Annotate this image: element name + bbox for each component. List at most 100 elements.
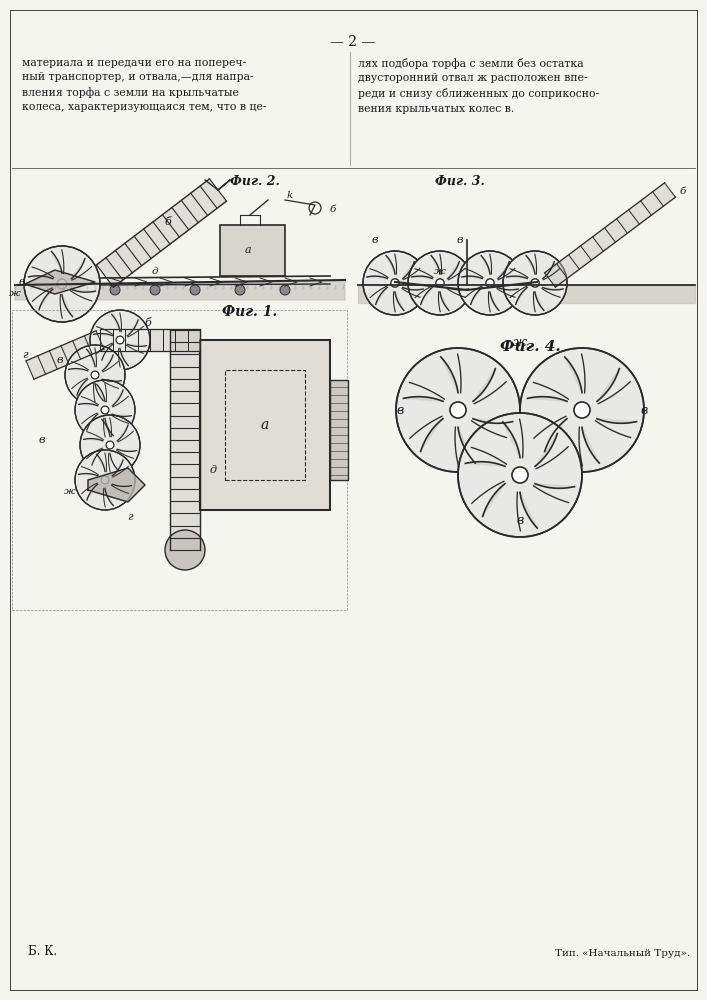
Circle shape: [391, 279, 399, 287]
Text: в: в: [516, 514, 524, 526]
Polygon shape: [535, 292, 544, 310]
Polygon shape: [105, 418, 113, 436]
Polygon shape: [88, 468, 145, 502]
Text: ж: ж: [9, 290, 21, 298]
Text: д: д: [210, 465, 217, 475]
Text: k: k: [287, 190, 293, 200]
Circle shape: [280, 285, 290, 295]
Bar: [225, 370, 305, 480]
Text: г: г: [22, 350, 28, 360]
Polygon shape: [412, 276, 432, 279]
Polygon shape: [71, 259, 85, 279]
Polygon shape: [62, 295, 73, 317]
Text: лях подбора торфа с земли без остатка
двусторонний отвал ж расположен впе-
реди : лях подбора торфа с земли без остатка дв…: [358, 58, 599, 114]
Polygon shape: [102, 419, 110, 437]
Polygon shape: [83, 439, 103, 441]
Polygon shape: [112, 484, 132, 486]
Polygon shape: [507, 276, 527, 279]
Text: Фиг. 4.: Фиг. 4.: [500, 340, 561, 354]
Text: б: б: [145, 318, 151, 328]
Polygon shape: [97, 179, 226, 287]
Text: — 2 —: — 2 —: [330, 35, 375, 49]
Polygon shape: [103, 379, 122, 381]
Text: в: в: [457, 235, 463, 245]
Polygon shape: [404, 397, 443, 401]
Text: материала и передачи его на попереч-
ный транспортер, и отвала,—для напра-
влени: материала и передачи его на попереч- ный…: [22, 58, 267, 112]
Circle shape: [101, 476, 109, 484]
Polygon shape: [93, 334, 112, 336]
Polygon shape: [386, 256, 395, 274]
Text: в: в: [641, 403, 648, 416]
Polygon shape: [110, 453, 118, 471]
Circle shape: [396, 348, 520, 472]
Bar: [12, 310, 347, 610]
Text: б: б: [165, 217, 171, 227]
Circle shape: [458, 251, 522, 315]
Polygon shape: [462, 276, 482, 279]
Circle shape: [24, 246, 100, 322]
Circle shape: [574, 402, 590, 418]
Text: в: в: [397, 403, 404, 416]
Bar: [220, 225, 285, 276]
Text: Тип. «Начальный Труд».: Тип. «Начальный Труд».: [555, 949, 690, 958]
Polygon shape: [597, 369, 619, 401]
Polygon shape: [395, 292, 404, 310]
Polygon shape: [483, 484, 505, 516]
Text: ж: ж: [513, 336, 527, 349]
Polygon shape: [520, 492, 537, 528]
Circle shape: [91, 371, 99, 379]
Circle shape: [512, 467, 528, 483]
Polygon shape: [112, 314, 120, 332]
Text: в: в: [372, 235, 378, 245]
Polygon shape: [473, 419, 513, 423]
Polygon shape: [26, 331, 104, 379]
Polygon shape: [112, 390, 123, 406]
Polygon shape: [544, 419, 567, 451]
Circle shape: [57, 279, 67, 289]
Text: г: г: [127, 512, 133, 522]
Polygon shape: [92, 449, 103, 465]
Text: а: а: [261, 418, 269, 432]
Polygon shape: [358, 285, 695, 303]
Polygon shape: [526, 256, 535, 274]
Circle shape: [363, 251, 427, 315]
Circle shape: [450, 402, 466, 418]
Circle shape: [458, 413, 582, 537]
Text: Б. К.: Б. К.: [28, 945, 57, 958]
Polygon shape: [544, 183, 675, 287]
Polygon shape: [543, 287, 563, 290]
Polygon shape: [103, 355, 113, 371]
Circle shape: [80, 415, 140, 475]
Polygon shape: [170, 330, 200, 550]
Circle shape: [75, 450, 135, 510]
Text: Фиг. 2.: Фиг. 2.: [230, 175, 280, 188]
Text: д: д: [152, 267, 158, 276]
Circle shape: [165, 530, 205, 570]
Polygon shape: [515, 287, 527, 304]
Polygon shape: [448, 287, 468, 290]
Text: в: в: [57, 355, 63, 365]
Polygon shape: [95, 383, 103, 401]
Polygon shape: [565, 357, 582, 393]
Polygon shape: [597, 419, 636, 423]
Circle shape: [90, 310, 150, 370]
Polygon shape: [503, 422, 520, 458]
Polygon shape: [112, 414, 132, 416]
Circle shape: [116, 336, 124, 344]
Polygon shape: [78, 474, 98, 476]
Polygon shape: [473, 369, 496, 401]
Circle shape: [110, 285, 120, 295]
Text: в: в: [39, 435, 45, 445]
Polygon shape: [39, 289, 53, 309]
Polygon shape: [105, 488, 113, 506]
Polygon shape: [481, 256, 490, 274]
Polygon shape: [498, 262, 509, 279]
Circle shape: [436, 279, 444, 287]
Polygon shape: [471, 287, 482, 304]
Text: б: б: [680, 188, 686, 196]
Polygon shape: [97, 454, 105, 472]
Polygon shape: [127, 344, 146, 346]
Polygon shape: [69, 369, 88, 371]
Circle shape: [503, 251, 567, 315]
Polygon shape: [25, 270, 95, 294]
